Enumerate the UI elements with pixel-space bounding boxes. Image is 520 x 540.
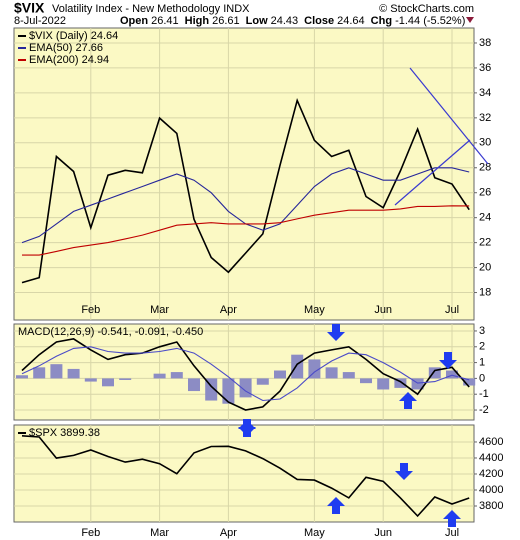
x-tick-label: Jul [445,304,459,316]
y-tick-label: 2 [479,341,485,353]
histogram-bar [360,378,372,384]
histogram-bar [16,375,28,379]
y-tick-label: 24 [479,212,491,224]
histogram-bar [84,378,97,382]
y-tick-label: 4200 [479,468,503,480]
x-tick-label: Mar [150,304,169,316]
quote-label: High [185,15,210,27]
series-line [21,338,470,411]
annotation [394,139,471,206]
annotation [439,352,457,369]
legend-entry: EMA(200) 24.94 [29,54,109,66]
histogram-bar [256,378,269,385]
histogram-bar [222,378,235,404]
quote-value: 26.41 [151,15,179,27]
panel-background [13,27,475,321]
series-line [21,97,470,284]
y-tick-label: 3800 [479,500,503,512]
x-tick-label: Mar [150,527,169,539]
annotation [399,392,417,409]
x-tick-label: Jul [445,527,459,539]
y-tick-label: 38 [479,37,491,49]
x-tick-label: May [304,304,325,316]
y-tick-label: 30 [479,137,491,149]
histogram-bar [411,378,424,390]
annotation [409,67,489,165]
annotation [443,510,461,527]
quote-value: 26.61 [212,15,240,27]
series-line [21,346,470,402]
quote-value: -1.44 (-5.52%) [395,15,465,27]
histogram-bar [153,373,166,379]
symbol: $VIX [14,0,45,16]
series-line [22,205,470,256]
y-tick-label: 0 [479,372,485,384]
quote-label: Open [120,15,148,27]
quote: Open 26.41 High 26.61 Low 24.43 Close 24.64 Chg -… [120,15,465,27]
down-marker [466,17,474,23]
y-tick-label: 34 [479,87,491,99]
histogram-bar [188,378,200,392]
histogram-bar [291,354,304,379]
histogram-bar [342,372,355,379]
y-tick-label: 36 [479,62,491,74]
annotation [327,324,345,341]
y-tick-label: 4600 [479,436,503,448]
histogram-bar [325,367,338,379]
legend-entry: $VIX (Daily) 24.64 [29,30,118,42]
y-tick-label: -1 [479,388,489,400]
histogram-bar [102,378,114,387]
quote-value: 24.43 [271,15,299,27]
quote-label: Chg [371,15,392,27]
legend-entry: EMA(50) 27.66 [29,42,103,54]
x-tick-label: Jun [374,304,392,316]
x-tick-label: May [304,527,325,539]
annotation [327,497,345,514]
series-line [21,435,470,518]
date: 8-Jul-2022 [14,15,66,27]
legend-entry: $SPX 3899.38 [29,427,100,439]
x-tick-label: Apr [220,527,237,539]
quote-label: Close [304,15,334,27]
y-tick-label: 26 [479,187,491,199]
quote-value: 24.64 [337,15,365,27]
histogram-bar [394,378,407,388]
title: Volatility Index - New Methodology INDX [52,3,250,15]
histogram-bar [446,370,458,379]
source: © StockCharts.com [379,3,474,15]
histogram-bar [33,367,46,379]
y-tick-label: 3 [479,325,485,337]
x-tick-label: Jun [374,527,392,539]
y-tick-label: 28 [479,162,491,174]
histogram-bar [428,367,441,379]
y-tick-label: 32 [479,112,491,124]
histogram-bar [377,378,390,390]
annotation [238,419,256,436]
y-tick-label: 18 [479,286,491,298]
y-tick-label: 20 [479,261,491,273]
histogram-bar [463,378,476,386]
histogram-bar [119,378,132,380]
y-tick-label: 4400 [479,452,503,464]
y-tick-label: 4000 [479,484,503,496]
histogram-bar [274,370,286,379]
x-tick-label: Feb [81,527,100,539]
histogram-bar [308,359,321,379]
x-tick-label: Feb [81,304,100,316]
histogram-bar [67,368,80,379]
x-tick-label: Apr [220,304,237,316]
annotation [395,463,413,480]
legend-entry: MACD(12,26,9) -0.541, -0.091, -0.450 [18,326,203,338]
histogram-bar [50,364,63,379]
y-tick-label: 1 [479,356,485,368]
y-tick-label: 22 [479,237,491,249]
y-tick-label: -2 [479,404,489,416]
quote-label: Low [246,15,268,27]
histogram-bar [170,372,183,379]
